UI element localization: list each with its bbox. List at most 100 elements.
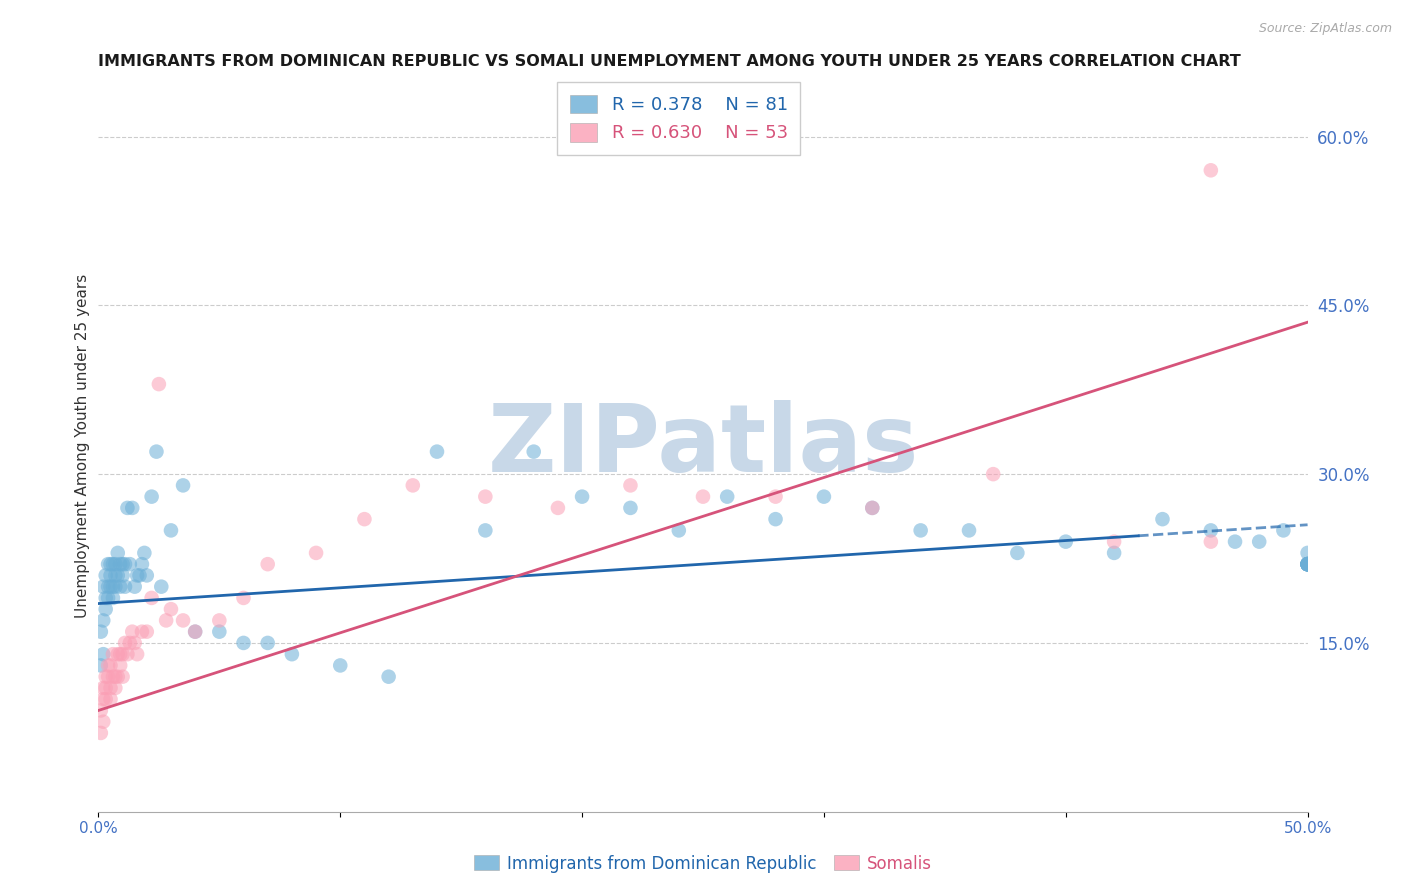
- Point: [101, 647, 124, 661]
- Point: [90, 726, 112, 740]
- Point: [117, 500, 139, 515]
- Text: ZIPatlas: ZIPatlas: [488, 400, 918, 492]
- Point: [101, 591, 124, 605]
- Point: [91, 647, 114, 661]
- Point: [90, 703, 112, 717]
- Point: [117, 647, 139, 661]
- Legend: Immigrants from Dominican Republic, Somalis: Immigrants from Dominican Republic, Soma…: [467, 848, 939, 880]
- Point: [108, 557, 131, 571]
- Point: [114, 557, 136, 571]
- Point: [124, 580, 146, 594]
- Point: [94, 692, 117, 706]
- Point: [121, 500, 143, 515]
- Point: [1054, 534, 1077, 549]
- Point: [172, 478, 194, 492]
- Point: [97, 658, 120, 673]
- Point: [523, 444, 546, 458]
- Point: [94, 602, 117, 616]
- Point: [141, 490, 163, 504]
- Point: [1296, 557, 1319, 571]
- Point: [108, 647, 131, 661]
- Point: [134, 546, 156, 560]
- Point: [281, 647, 304, 661]
- Point: [114, 580, 136, 594]
- Point: [474, 490, 496, 504]
- Point: [1249, 534, 1271, 549]
- Point: [148, 377, 170, 392]
- Point: [1296, 557, 1319, 571]
- Point: [160, 602, 183, 616]
- Legend: R = 0.378    N = 81, R = 0.630    N = 53: R = 0.378 N = 81, R = 0.630 N = 53: [557, 82, 800, 155]
- Point: [765, 490, 787, 504]
- Point: [127, 647, 149, 661]
- Point: [619, 500, 641, 515]
- Point: [97, 580, 120, 594]
- Point: [692, 490, 714, 504]
- Point: [377, 670, 399, 684]
- Point: [1296, 557, 1319, 571]
- Point: [155, 614, 177, 628]
- Point: [135, 624, 157, 639]
- Point: [90, 658, 112, 673]
- Point: [1296, 557, 1319, 571]
- Point: [1296, 557, 1319, 571]
- Point: [145, 444, 167, 458]
- Point: [402, 478, 425, 492]
- Point: [184, 624, 207, 639]
- Point: [107, 670, 129, 684]
- Point: [94, 568, 117, 582]
- Point: [91, 681, 114, 695]
- Text: IMMIGRANTS FROM DOMINICAN REPUBLIC VS SOMALI UNEMPLOYMENT AMONG YOUTH UNDER 25 Y: IMMIGRANTS FROM DOMINICAN REPUBLIC VS SO…: [98, 54, 1241, 70]
- Point: [981, 467, 1004, 482]
- Point: [765, 512, 787, 526]
- Point: [100, 568, 122, 582]
- Point: [353, 512, 375, 526]
- Point: [208, 624, 231, 639]
- Point: [114, 636, 136, 650]
- Point: [1102, 546, 1125, 560]
- Point: [232, 591, 254, 605]
- Point: [474, 524, 496, 538]
- Point: [91, 580, 114, 594]
- Point: [107, 647, 129, 661]
- Point: [172, 614, 194, 628]
- Point: [118, 557, 141, 571]
- Point: [101, 670, 124, 684]
- Point: [91, 614, 114, 628]
- Point: [860, 500, 883, 515]
- Point: [104, 568, 127, 582]
- Point: [1152, 512, 1174, 526]
- Point: [1296, 557, 1319, 571]
- Point: [128, 568, 150, 582]
- Point: [104, 557, 127, 571]
- Point: [107, 568, 129, 582]
- Point: [97, 591, 120, 605]
- Point: [716, 490, 738, 504]
- Point: [108, 658, 131, 673]
- Point: [547, 500, 569, 515]
- Point: [160, 524, 183, 538]
- Point: [91, 714, 114, 729]
- Point: [121, 624, 143, 639]
- Point: [97, 670, 120, 684]
- Point: [1199, 163, 1222, 178]
- Point: [131, 624, 153, 639]
- Point: [108, 580, 131, 594]
- Point: [1296, 557, 1319, 571]
- Point: [910, 524, 932, 538]
- Point: [94, 681, 117, 695]
- Point: [107, 546, 129, 560]
- Point: [141, 591, 163, 605]
- Point: [111, 557, 134, 571]
- Point: [97, 557, 120, 571]
- Point: [232, 636, 254, 650]
- Point: [100, 557, 122, 571]
- Point: [1296, 557, 1319, 571]
- Point: [1223, 534, 1246, 549]
- Point: [111, 670, 134, 684]
- Point: [957, 524, 980, 538]
- Point: [184, 624, 207, 639]
- Point: [90, 624, 112, 639]
- Point: [619, 478, 641, 492]
- Point: [101, 557, 124, 571]
